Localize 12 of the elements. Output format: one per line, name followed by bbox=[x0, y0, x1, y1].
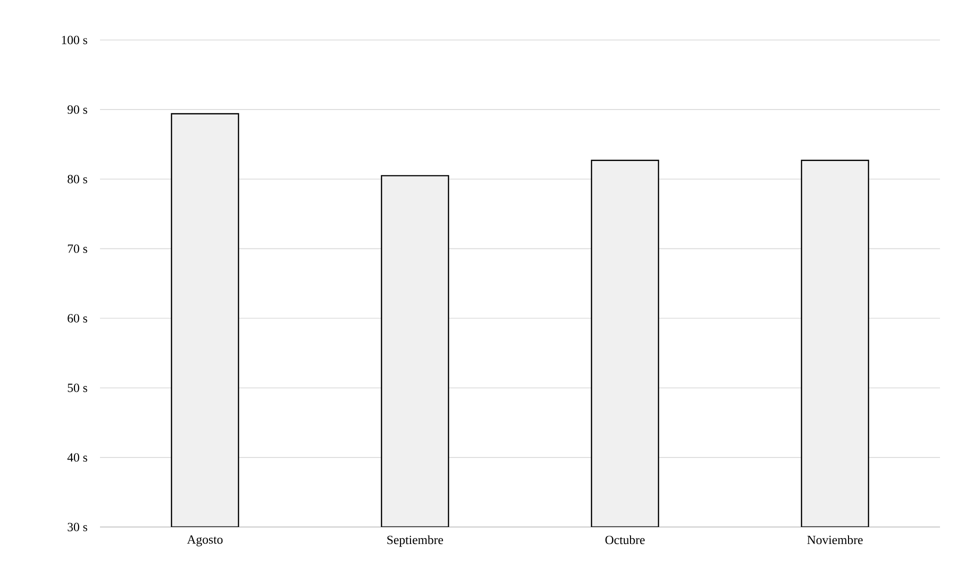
y-tick-label: 50 s bbox=[68, 384, 88, 392]
x-tick-label: Octubre bbox=[605, 535, 645, 544]
y-tick-label: 70 s bbox=[68, 244, 88, 253]
x-tick-label: Noviembre bbox=[807, 535, 863, 544]
x-tick-label: Septiembre bbox=[387, 535, 444, 547]
y-tick-label: 100 s bbox=[62, 36, 88, 44]
x-tick-label: Agosto bbox=[187, 535, 223, 546]
y-tick-label: 60 s bbox=[68, 314, 88, 323]
y-tick-label: 30 s bbox=[68, 522, 88, 532]
y-tick-label: 80 s bbox=[68, 174, 88, 184]
y-tick-label: 90 s bbox=[68, 105, 88, 114]
y-tick-label: 40 s bbox=[67, 453, 88, 462]
